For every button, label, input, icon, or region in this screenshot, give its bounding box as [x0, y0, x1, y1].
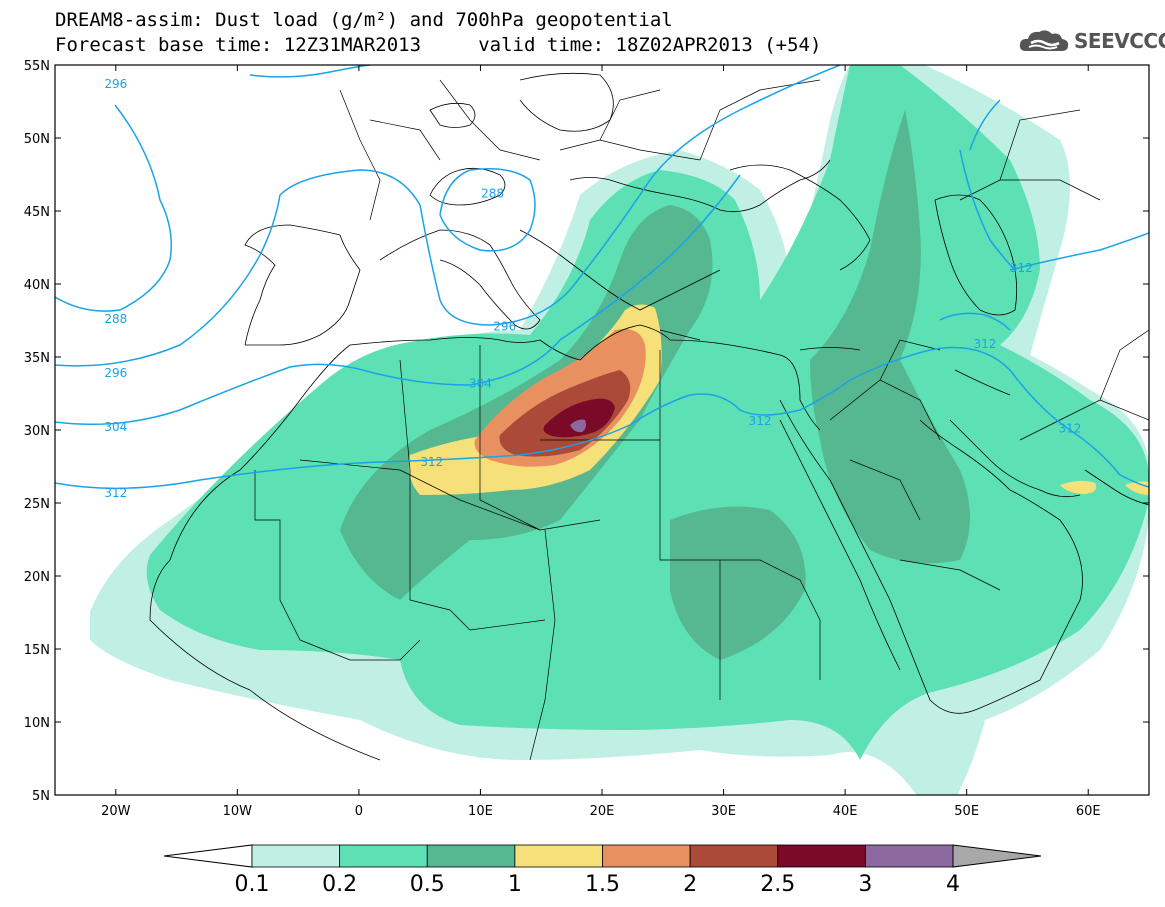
lat-tick-label: 15N: [24, 643, 50, 658]
colorbar-tick-label: 4: [946, 872, 960, 897]
lat-tick-label: 35N: [24, 351, 50, 366]
lat-tick-label: 5N: [32, 789, 50, 804]
contour-label: 312: [1010, 261, 1033, 275]
colorbar-over-arrow: [952, 844, 1042, 868]
lon-tick-label: 40E: [833, 804, 858, 819]
colorbar-segment: [426, 844, 516, 868]
colorbar-tick-label: 2.5: [760, 872, 796, 897]
lon-tick-label: 10W: [223, 804, 253, 819]
lat-tick-label: 40N: [24, 278, 50, 293]
contour-label: 288: [104, 312, 127, 326]
contour-label: 312: [104, 486, 127, 500]
lon-tick-label: 20E: [590, 804, 615, 819]
colorbar-tick-label: 1: [507, 872, 522, 897]
cloud-icon: [1019, 30, 1069, 51]
logo-text: SEEVCCC: [1074, 29, 1165, 53]
lat-tick-label: 30N: [24, 424, 50, 439]
latitude-axis: 55N 50N 45N 40N 35N 30N 25N 20N 15N 10N 5N: [24, 59, 1149, 804]
lat-tick-label: 50N: [24, 132, 50, 147]
coastlines: [149, 72, 1149, 761]
contour-label: 304: [104, 420, 127, 434]
contour-label: 296: [493, 319, 516, 333]
contour-label: 312: [749, 414, 772, 428]
lon-tick-label: 20W: [101, 804, 131, 819]
seevccc-logo: SEEVCCC: [1018, 27, 1165, 55]
colorbar-tick-label: 0.1: [234, 872, 270, 897]
lon-tick-label: 0: [355, 804, 363, 819]
map-title: DREAM8-assim: Dust load (g/m²) and 700hP…: [55, 9, 673, 31]
contour-label: 304: [469, 376, 492, 390]
contour-label: 312: [973, 337, 996, 351]
colorbar-tick-label: 0.5: [409, 872, 445, 897]
lat-tick-label: 55N: [24, 59, 50, 74]
colorbar-tick-label: 0.2: [322, 872, 358, 897]
colorbar-tick-label: 2: [683, 872, 698, 897]
lon-tick-label: 30E: [711, 804, 736, 819]
lat-tick-label: 20N: [24, 570, 50, 585]
longitude-axis: 20W 10W 0 10E 20E 30E 40E 50E 60E: [101, 65, 1101, 819]
lon-tick-label: 50E: [954, 804, 979, 819]
lat-tick-label: 10N: [24, 716, 50, 731]
colorbar-segment: [689, 844, 779, 868]
lat-tick-label: 45N: [24, 205, 50, 220]
country-borders: [254, 79, 1149, 761]
colorbar-segment: [514, 844, 603, 868]
lon-tick-label: 10E: [468, 804, 493, 819]
colorbar-tick-label: 3: [858, 872, 873, 897]
contour-labels: 296 288 288 296 296 304 304 312 312 312 312 312 312: [104, 77, 1082, 500]
lon-tick-label: 60E: [1076, 804, 1101, 819]
colorbar-segment: [339, 844, 428, 868]
map-subtitle: Forecast base time: 12Z31MAR2013 valid t…: [55, 34, 822, 56]
dust-level-3: [570, 419, 586, 433]
contour-label: 296: [104, 366, 127, 380]
colorbar-segment: [602, 844, 691, 868]
geopotential-contours: [55, 65, 1149, 490]
colorbar-segment: [251, 844, 341, 868]
lat-tick-label: 25N: [24, 497, 50, 512]
contour-label: 288: [481, 186, 504, 200]
colorbar-segment: [777, 844, 866, 868]
colorbar: [163, 844, 1042, 868]
contour-label: 312: [1059, 422, 1082, 436]
dust-patch-gulf: [1060, 480, 1149, 495]
contour-label: 312: [420, 455, 443, 469]
colorbar-segment: [864, 844, 954, 868]
colorbar-under-arrow: [163, 844, 253, 868]
contour-label: 296: [104, 77, 127, 91]
dust-level-2.5: [543, 398, 615, 438]
colorbar-tick-label: 1.5: [585, 872, 620, 897]
